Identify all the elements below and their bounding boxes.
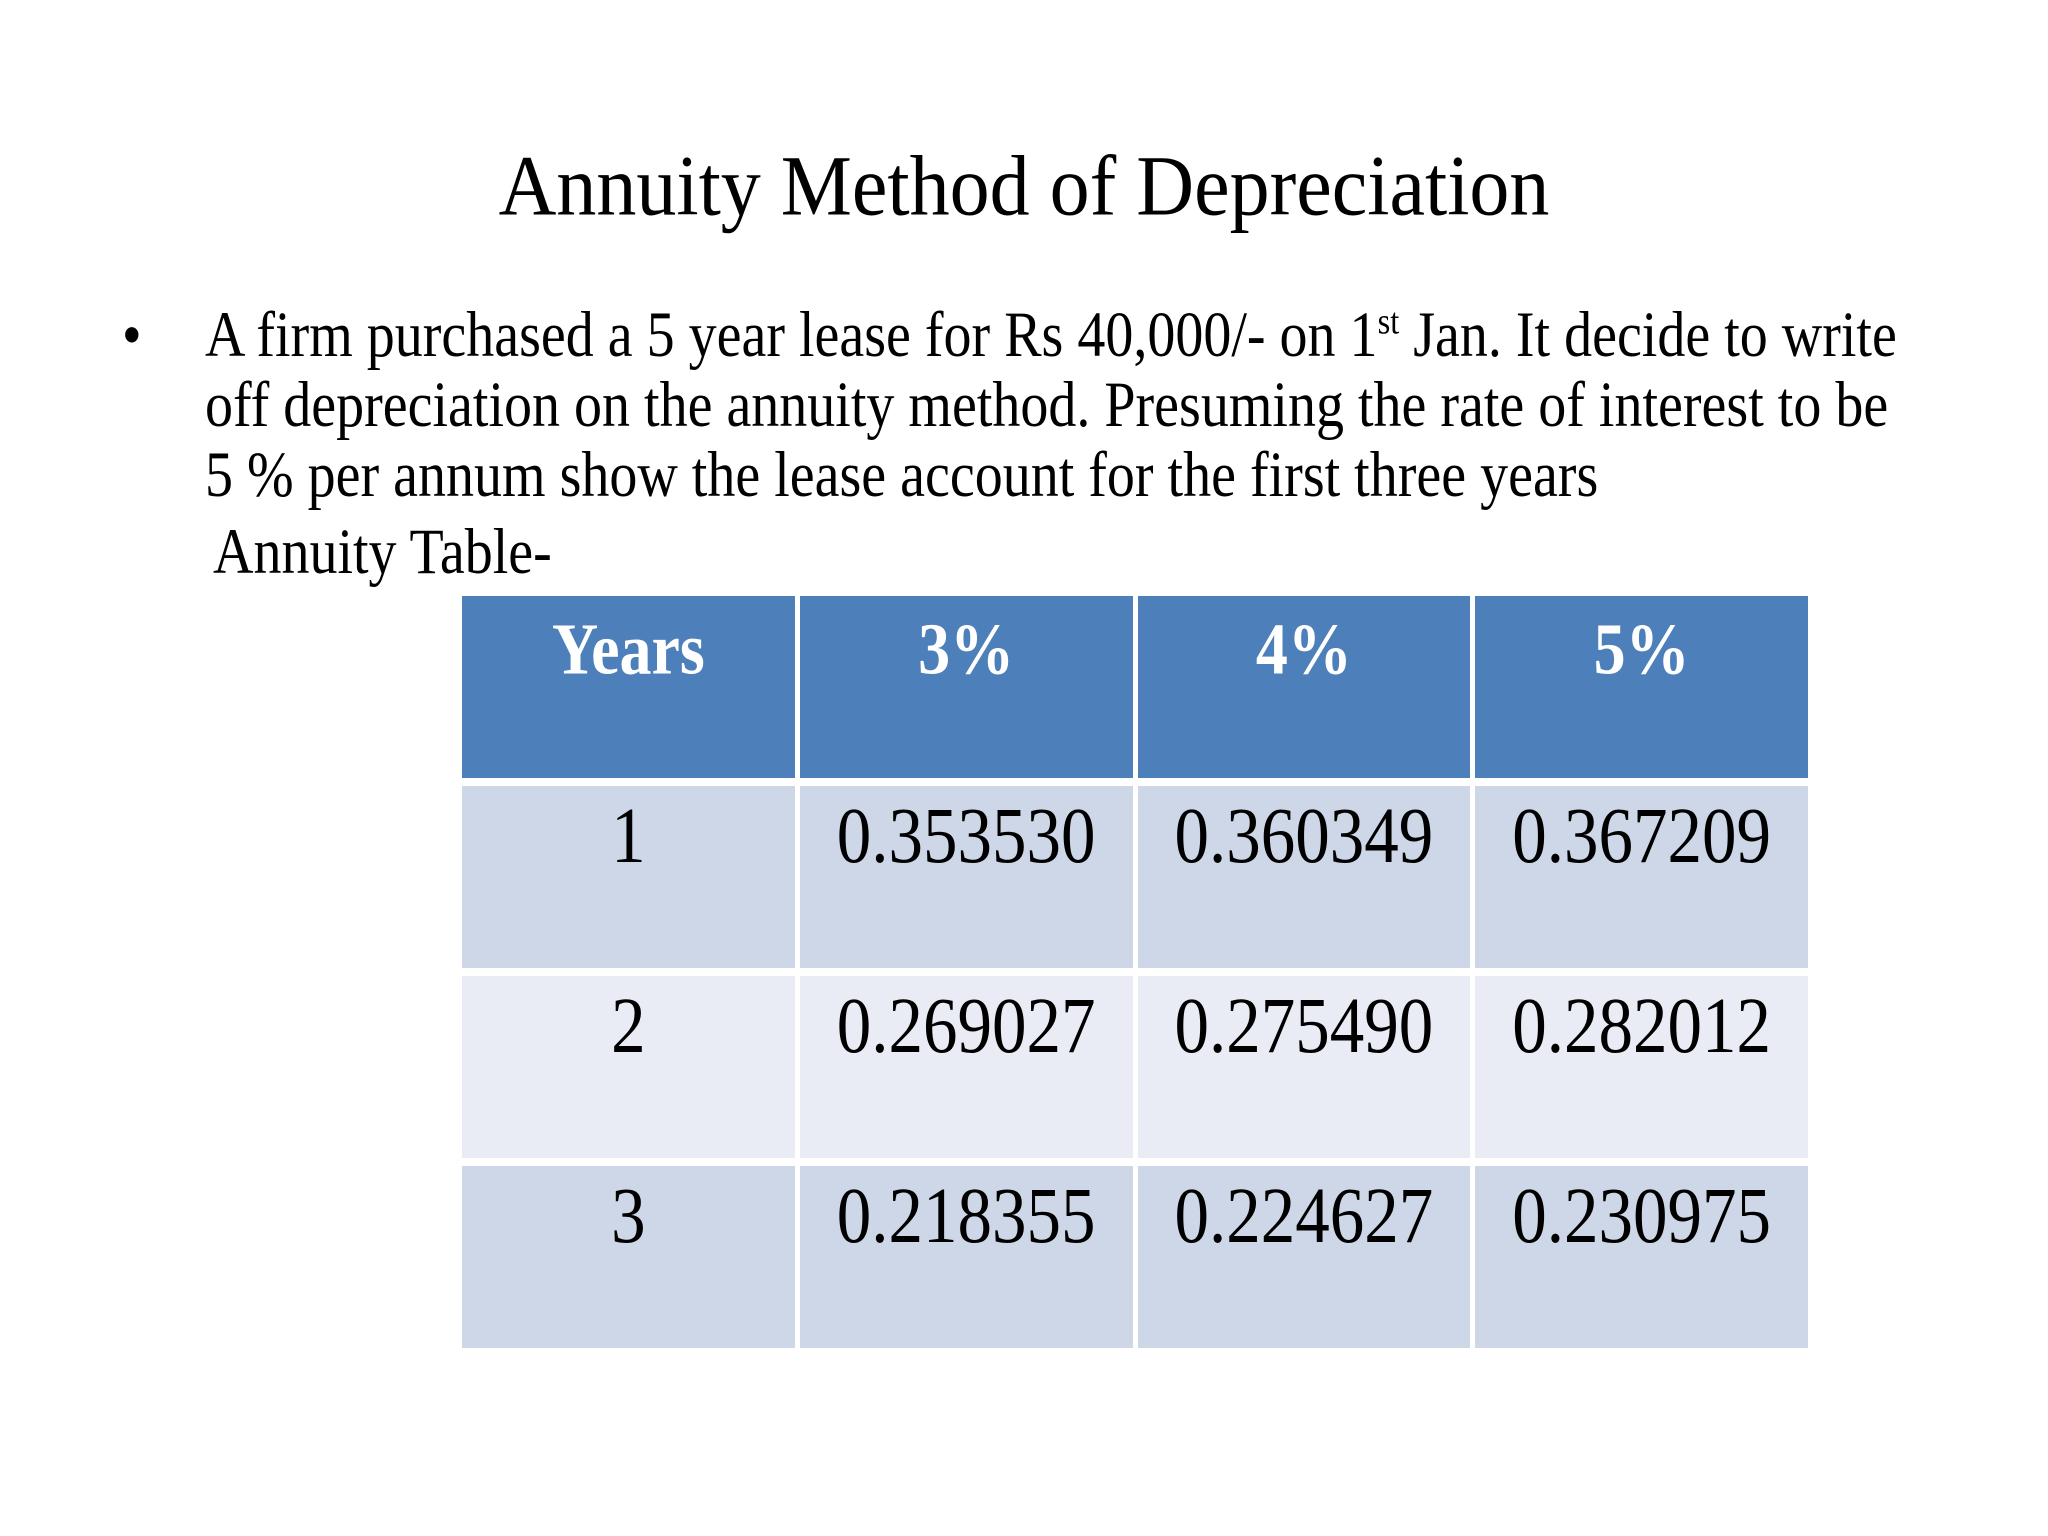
ordinal-superscript: st — [1377, 301, 1400, 343]
bullet-paragraph: A firm purchased a 5 year lease for Rs 4… — [205, 299, 1897, 512]
table-cell-r2-5pct: 0.282012 — [1475, 976, 1808, 1158]
paragraph-line-1-pre: A firm purchased a 5 year lease for Rs 4… — [205, 299, 1378, 372]
table-cell-r1-5pct: 0.367209 — [1475, 786, 1808, 968]
table-cell-year-3: 3 — [462, 1166, 795, 1348]
header-cell-4pct: 4% — [1137, 596, 1471, 778]
annuity-table: Years 3% 4% 5% 1 0.353530 0.360349 0.367… — [462, 596, 1808, 1348]
table-cell-r3-4pct: 0.224627 — [1137, 1166, 1471, 1348]
table-cell-r3-3pct: 0.218355 — [799, 1166, 1133, 1348]
paragraph-line-1: A firm purchased a 5 year lease for Rs 4… — [205, 299, 1897, 372]
table-cell-r2-4pct: 0.275490 — [1137, 976, 1471, 1158]
bullet-marker: • — [122, 299, 142, 372]
table-cell-r1-4pct: 0.360349 — [1137, 786, 1471, 968]
header-cell-5pct: 5% — [1475, 596, 1808, 778]
table-cell-r3-5pct: 0.230975 — [1475, 1166, 1808, 1348]
table-cell-year-2: 2 — [462, 976, 795, 1158]
slide-title: Annuity Method of Depreciation — [0, 139, 2048, 234]
header-cell-3pct: 3% — [799, 596, 1133, 778]
paragraph-line-3: 5 % per annum show the lease account for… — [205, 439, 1599, 512]
header-cell-years: Years — [462, 596, 795, 778]
paragraph-line-1-post: Jan. It decide to write — [1399, 299, 1897, 372]
table-cell-year-1: 1 — [462, 786, 795, 968]
table-cell-r1-3pct: 0.353530 — [799, 786, 1133, 968]
slide-title-text: Annuity Method of Depreciation — [498, 139, 1550, 234]
annuity-table-label: Annuity Table- — [213, 516, 552, 589]
table-cell-r2-3pct: 0.269027 — [799, 976, 1133, 1158]
paragraph-line-2: off depreciation on the annuity method. … — [205, 369, 1889, 442]
